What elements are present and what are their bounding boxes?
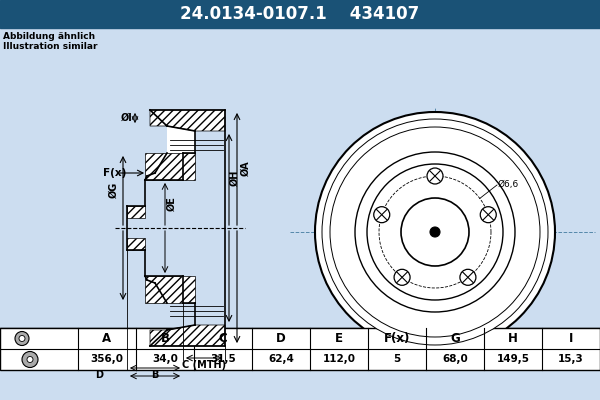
Text: 149,5: 149,5 xyxy=(497,354,530,364)
Bar xyxy=(0,328,600,370)
Text: H: H xyxy=(508,332,518,345)
Text: Ø6,6: Ø6,6 xyxy=(498,180,519,190)
Text: 5: 5 xyxy=(394,354,401,364)
Circle shape xyxy=(480,207,496,223)
Polygon shape xyxy=(150,110,225,131)
Text: D: D xyxy=(276,332,286,345)
Circle shape xyxy=(315,112,555,352)
Text: ØH: ØH xyxy=(230,170,240,186)
Circle shape xyxy=(27,356,33,362)
Text: ØE: ØE xyxy=(167,196,177,212)
Text: ØA: ØA xyxy=(241,160,251,176)
Polygon shape xyxy=(150,325,225,346)
Circle shape xyxy=(355,152,515,312)
Text: 62,4: 62,4 xyxy=(268,354,294,364)
Text: B: B xyxy=(151,370,158,380)
Text: A: A xyxy=(103,332,112,345)
Text: 15,3: 15,3 xyxy=(558,354,584,364)
Text: Illustration similar: Illustration similar xyxy=(3,42,97,51)
Circle shape xyxy=(22,352,38,368)
Polygon shape xyxy=(150,110,225,153)
Polygon shape xyxy=(127,238,145,250)
Text: ØG: ØG xyxy=(109,182,119,198)
Text: 112,0: 112,0 xyxy=(323,354,355,364)
Circle shape xyxy=(460,269,476,285)
Text: ØI: ØI xyxy=(121,113,133,123)
Text: 31,5: 31,5 xyxy=(210,354,236,364)
Bar xyxy=(0,0,600,28)
Circle shape xyxy=(322,119,548,345)
Circle shape xyxy=(367,164,503,300)
Text: 356,0: 356,0 xyxy=(91,354,124,364)
Circle shape xyxy=(427,168,443,184)
Text: F(x): F(x) xyxy=(103,168,127,178)
Text: D: D xyxy=(95,370,103,380)
Circle shape xyxy=(374,207,390,223)
Text: E: E xyxy=(335,332,343,345)
Circle shape xyxy=(19,336,25,342)
Polygon shape xyxy=(145,276,195,303)
Text: B: B xyxy=(161,332,170,345)
Polygon shape xyxy=(145,153,195,180)
Circle shape xyxy=(15,332,29,346)
Text: C (MTH): C (MTH) xyxy=(182,360,226,370)
Text: C: C xyxy=(218,332,227,345)
Circle shape xyxy=(401,198,469,266)
Circle shape xyxy=(394,269,410,285)
Polygon shape xyxy=(127,206,145,218)
Text: F(x): F(x) xyxy=(384,332,410,345)
Circle shape xyxy=(430,227,440,237)
Text: Abbildung ähnlich: Abbildung ähnlich xyxy=(3,32,95,41)
Text: I: I xyxy=(569,332,573,345)
Text: 68,0: 68,0 xyxy=(442,354,468,364)
Text: 24.0134-0107.1    434107: 24.0134-0107.1 434107 xyxy=(181,5,419,23)
Text: 34,0: 34,0 xyxy=(152,354,178,364)
Circle shape xyxy=(330,127,540,337)
Text: G: G xyxy=(450,332,460,345)
